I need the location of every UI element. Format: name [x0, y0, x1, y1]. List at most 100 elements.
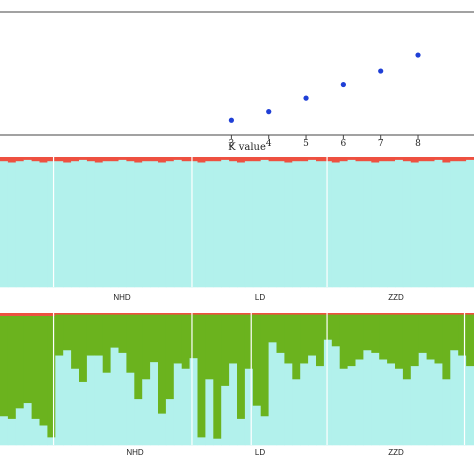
structure-bar-segment — [308, 159, 317, 288]
structure-bar-segment — [86, 314, 96, 356]
structure-bar-segment — [55, 314, 64, 356]
scatter-point — [378, 68, 384, 74]
structure-bar-segment — [387, 313, 396, 315]
structure-bar-segment — [197, 313, 206, 315]
structure-bar-segment — [355, 313, 364, 315]
scatter-point — [228, 117, 235, 123]
structure-bar-segment — [94, 313, 104, 315]
structure-bar-segment — [260, 314, 270, 417]
structure-bar-segment — [63, 349, 72, 446]
structure-bar-segment — [268, 313, 278, 315]
structure-bar-segment — [410, 365, 420, 446]
structure-bar-segment — [23, 402, 33, 446]
structure-bar-segment — [395, 157, 404, 160]
structure-bar-segment — [79, 381, 88, 446]
structure-bar-segment — [221, 314, 230, 386]
x-tick-label: 5 — [303, 139, 309, 149]
structure-bar-segment — [426, 160, 436, 288]
structure-bar-segment — [387, 363, 396, 446]
structure-bar-segment — [347, 314, 357, 367]
structure-bar-segment — [205, 379, 214, 446]
population-labels-k2: NHD LD ZZD — [113, 293, 404, 302]
structure-bar-segment — [466, 365, 474, 446]
scatter-point — [303, 95, 309, 101]
structure-bar-segment — [71, 160, 80, 288]
structure-bar-segment — [323, 160, 333, 288]
structure-bar-segment — [371, 162, 380, 288]
structure-bar-segment — [86, 157, 96, 162]
structure-bar-segment — [189, 160, 199, 288]
structure-bar-segment — [142, 160, 151, 288]
structure-bar-segment — [39, 313, 48, 316]
structure-panel-k2 — [0, 157, 474, 288]
structure-bar-segment — [300, 314, 309, 364]
structure-bar-segment — [276, 352, 285, 446]
structure-bar-segment — [458, 157, 467, 162]
structure-bar-segment — [252, 160, 262, 288]
structure-bar-segment — [402, 314, 412, 380]
structure-bar-segment — [339, 313, 349, 315]
structure-bar-segment — [197, 314, 206, 438]
structure-bar-segment — [213, 313, 222, 315]
structure-bar-segment — [379, 160, 388, 288]
structure-bar-segment — [426, 157, 436, 162]
structure-bar-segment — [23, 157, 33, 160]
structure-bar-segment — [323, 313, 333, 315]
structure-bar-segment — [355, 160, 364, 288]
structure-bar-segment — [355, 314, 364, 360]
structure-bar-segment — [102, 313, 112, 315]
structure-bar-segment — [55, 157, 64, 162]
structure-bar-segment — [118, 159, 127, 288]
structure-bar-segment — [371, 314, 380, 353]
structure-bar-segment — [244, 157, 254, 162]
structure-bar-segment — [355, 359, 364, 446]
structure-bar-segment — [205, 314, 214, 380]
structure-bar-segment — [237, 157, 246, 163]
structure-bar-segment — [410, 314, 420, 367]
structure-bar-segment — [347, 159, 357, 288]
structure-bar-segment — [31, 157, 41, 162]
structure-bar-segment — [173, 314, 183, 364]
structure-bar-segment — [229, 313, 238, 315]
structure-bar-segment — [23, 315, 33, 404]
structure-bar-segment — [244, 368, 254, 446]
structure-bar-segment — [94, 157, 104, 163]
structure-bar-segment — [363, 314, 372, 351]
structure-bar-segment — [173, 313, 183, 315]
structure-bar-segment — [331, 162, 341, 288]
structure-bar-segment — [158, 157, 167, 163]
structure-bar-segment — [142, 157, 151, 162]
structure-bar-segment — [134, 313, 143, 315]
structure-bar-segment — [402, 157, 412, 162]
structure-bar-segment — [221, 385, 230, 446]
structure-bar-segment — [229, 157, 238, 162]
structure-bar-segment — [118, 352, 127, 446]
structure-bar-segment — [189, 357, 199, 446]
x-tick-label: 7 — [378, 139, 384, 149]
structure-bar-segment — [347, 157, 357, 160]
structure-bar-segment — [189, 313, 199, 315]
structure-bar-segment — [284, 313, 293, 315]
structure-bar-segment — [276, 157, 285, 162]
structure-bar-segment — [442, 314, 451, 380]
structure-bar-segment — [260, 157, 270, 160]
structure-bar-segment — [450, 157, 459, 162]
structure-bar-segment — [260, 415, 270, 446]
structure-bar-segment — [379, 157, 388, 162]
structure-bar-segment — [363, 349, 372, 446]
structure-bar-segment — [308, 313, 317, 315]
structure-bar-segment — [434, 313, 443, 315]
structure-bar-segment — [134, 398, 143, 446]
structure-bar-segment — [292, 157, 301, 162]
structure-bar-segment — [363, 313, 372, 315]
structure-bar-segment — [316, 365, 325, 446]
scatter-point — [340, 81, 346, 88]
structure-bar-segment — [0, 157, 9, 162]
structure-bar-segment — [260, 159, 270, 288]
structure-bar-segment — [213, 160, 222, 288]
structure-bar-segment — [63, 314, 72, 351]
structure-bar-segment — [466, 159, 474, 288]
structure-bar-segment — [237, 314, 246, 419]
structure-bar-segment — [268, 342, 278, 446]
structure-bar-segment — [165, 398, 175, 446]
